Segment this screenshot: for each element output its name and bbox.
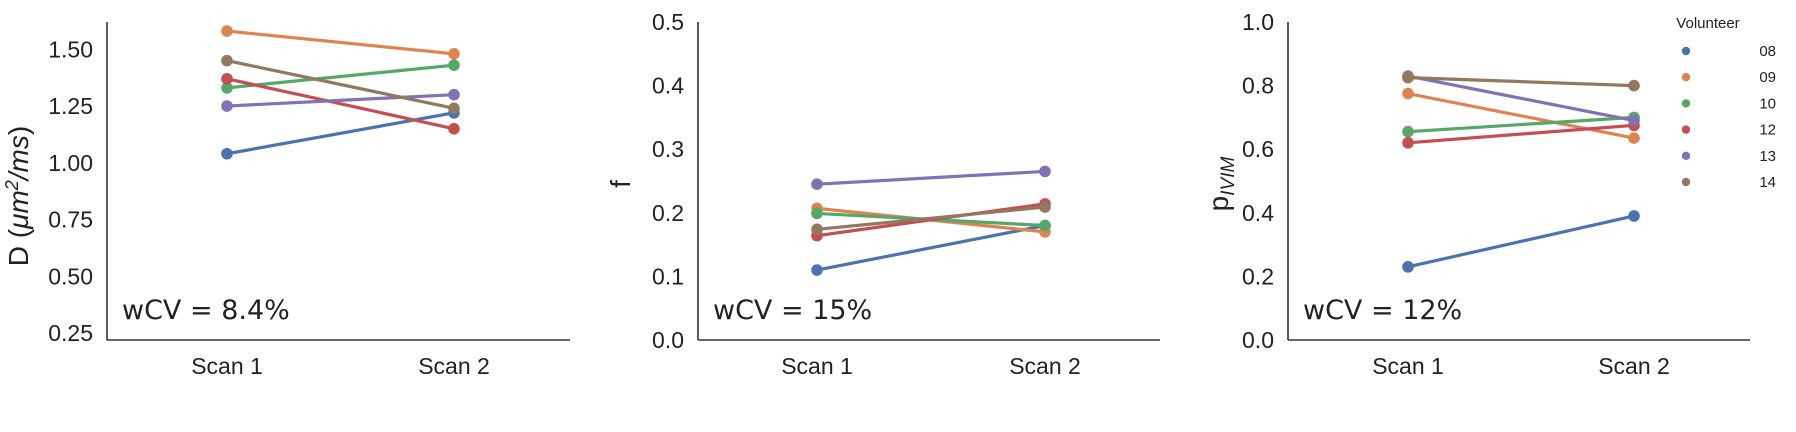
data-point-14 [448, 102, 460, 115]
data-point-10 [811, 207, 823, 220]
y-tick-label: 0.5 [652, 9, 684, 35]
data-point-13 [811, 178, 823, 190]
y-tick-label: 1.25 [48, 93, 93, 119]
data-point-10 [448, 59, 460, 71]
chart-pivim: pIVIM wCV = 12% 0.0 0.2 0.4 0.6 0.8 1.0 Scan 1… [1203, 9, 1750, 379]
series-line-13 [226, 93, 455, 108]
data-point-12 [221, 72, 233, 85]
data-point-09 [221, 25, 233, 37]
legend-marker-12 [1681, 125, 1691, 134]
y-tick-label: 0.4 [652, 73, 684, 99]
series-line-12 [1407, 123, 1635, 145]
legend-marker-10 [1681, 99, 1691, 108]
legend: Volunteer 08 09 10 12 13 14 [1676, 15, 1776, 191]
data-point-14 [1628, 79, 1640, 92]
data-point-12 [448, 122, 460, 135]
y-axis-label-f: f [605, 180, 636, 188]
y-tick-label: 0.2 [1242, 263, 1274, 289]
data-point-13 [448, 88, 460, 101]
x-tick-label: Scan 2 [1009, 353, 1081, 379]
data-point-13 [1628, 114, 1640, 127]
y-axis-label-pivim: pIVIM [1203, 157, 1239, 212]
x-tick-label: Scan 2 [418, 353, 490, 379]
data-point-14 [811, 223, 823, 236]
series-line-08 [816, 223, 1046, 272]
x-tick-label: Scan 1 [191, 353, 263, 379]
data-point-12 [1402, 137, 1414, 149]
y-tick-label: 0.2 [652, 200, 684, 226]
series-line-14 [816, 205, 1046, 231]
legend-label-08: 08 [1759, 43, 1776, 60]
legend-title: Volunteer [1676, 15, 1739, 32]
legend-marker-14 [1681, 177, 1691, 187]
y-tick-label: 0.25 [48, 320, 93, 346]
data-point-14 [1402, 71, 1414, 84]
y-tick-label: 0.0 [1242, 327, 1274, 353]
legend-marker-13 [1681, 151, 1691, 160]
series-line-14 [226, 59, 455, 110]
series-line-10 [1407, 115, 1635, 134]
data-point-13 [1039, 165, 1051, 178]
y-tick-label: 0.50 [48, 263, 93, 289]
legend-label-10: 10 [1759, 95, 1776, 112]
y-tick-label: 0.0 [652, 327, 684, 353]
y-tick-label: 1.00 [48, 150, 93, 176]
legend-label-12: 12 [1759, 122, 1776, 139]
data-point-09 [1628, 132, 1640, 144]
series-line-09 [1407, 91, 1635, 140]
data-point-09 [448, 48, 460, 60]
chart-d: D (μm2/ms) wCV = 8.4% 0.25 0.50 0.75 1.00 1.… [2, 22, 570, 379]
series-line-13 [816, 169, 1046, 186]
data-point-08 [1402, 261, 1414, 273]
data-point-08 [811, 264, 823, 276]
data-point-09 [1402, 87, 1414, 100]
y-tick-label: 0.3 [652, 136, 684, 162]
wcv-annotation-pivim: wCV = 12% [1303, 295, 1462, 326]
y-tick-label: 1.50 [48, 36, 93, 62]
x-tick-label: Scan 2 [1598, 353, 1670, 379]
data-point-08 [1628, 210, 1640, 222]
chart-f: f wCV = 15% 0.0 0.1 0.2 0.3 0.4 0.5 Scan 1 Scan… [605, 9, 1160, 379]
legend-marker-08 [1681, 46, 1691, 56]
data-point-14 [1039, 201, 1051, 213]
data-point-08 [221, 147, 233, 160]
x-tick-label: Scan 1 [1372, 353, 1444, 379]
data-point-10 [1039, 219, 1051, 232]
data-point-10 [1402, 125, 1414, 138]
series-line-14 [1407, 76, 1635, 88]
y-tick-label: 0.75 [48, 207, 93, 233]
series-line-09 [226, 29, 455, 56]
series-line-12 [226, 77, 455, 131]
y-tick-label: 0.8 [1242, 73, 1274, 99]
series-line-10 [226, 63, 455, 90]
y-tick-label: 1.0 [1242, 9, 1274, 35]
x-tick-label: Scan 1 [781, 353, 853, 379]
series-line-08 [1407, 214, 1635, 269]
legend-label-13: 13 [1759, 148, 1776, 165]
y-tick-label: 0.1 [652, 263, 684, 289]
data-point-13 [221, 100, 233, 112]
legend-label-09: 09 [1759, 69, 1776, 86]
y-axis-label-d: D (μm2/ms) [2, 126, 34, 266]
data-point-14 [221, 54, 233, 67]
y-tick-label: 0.4 [1242, 200, 1274, 226]
legend-marker-09 [1681, 73, 1691, 82]
wcv-annotation-d: wCV = 8.4% [122, 295, 290, 326]
y-tick-label: 0.6 [1242, 136, 1274, 162]
data-point-10 [221, 82, 233, 94]
series-line-08 [226, 111, 455, 156]
wcv-annotation-f: wCV = 15% [713, 295, 872, 326]
legend-label-14: 14 [1759, 174, 1776, 191]
series-line-13 [1407, 74, 1635, 123]
